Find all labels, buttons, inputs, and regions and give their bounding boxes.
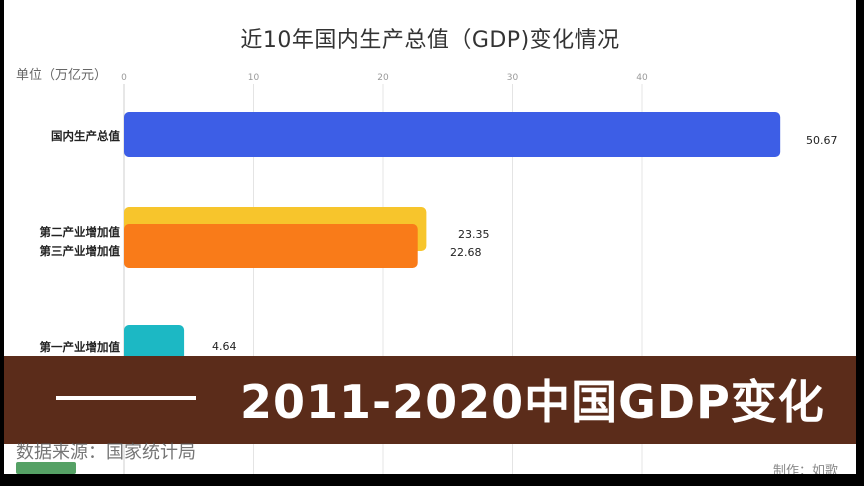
x-tick-label: 40: [636, 73, 648, 83]
maker-credit: 制作：如歌: [772, 464, 838, 474]
banner-title: 2011-2020中国GDP变化: [240, 375, 825, 429]
logo: [16, 462, 76, 474]
value-label: 4.64: [212, 340, 237, 353]
category-label: 第二产业增加值: [40, 225, 121, 239]
category-label: 第一产业增加值: [40, 340, 121, 354]
data-source: 数据来源：国家统计局: [16, 442, 196, 463]
x-tick-label: 20: [377, 73, 389, 83]
chart-title: 近10年国内生产总值（GDP)变化情况: [240, 28, 620, 53]
unit-label: 单位（万亿元）: [16, 68, 108, 83]
x-tick-label: 30: [507, 73, 519, 83]
value-label: 22.68: [450, 246, 482, 259]
value-label: 50.67: [806, 134, 838, 147]
x-tick-label: 10: [248, 73, 260, 83]
category-label: 第三产业增加值: [40, 244, 121, 258]
bar-2: [124, 224, 418, 268]
category-label: 国内生产总值: [51, 129, 120, 143]
x-tick-label: 0: [121, 73, 127, 83]
title-banner: 2011-2020中国GDP变化: [4, 356, 856, 444]
bar-0: [124, 112, 781, 157]
value-label: 23.35: [458, 228, 490, 241]
chart-frame: 近10年国内生产总值（GDP)变化情况 单位（万亿元） 0 10 20 30 40 国内…: [4, 0, 856, 474]
banner-dash: [56, 396, 196, 400]
